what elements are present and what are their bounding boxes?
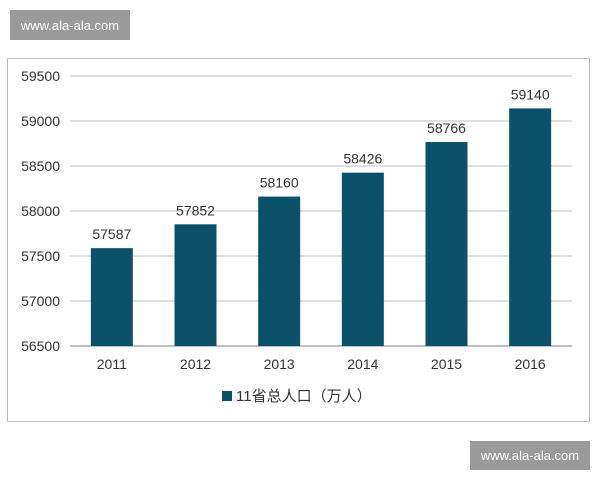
bar — [341, 172, 384, 346]
watermark-bottom: www.ala-ala.com — [470, 441, 590, 470]
y-tick-label: 57000 — [21, 293, 60, 309]
bar — [509, 108, 552, 347]
data-labels: 57587 57852 58160 58426 58766 59140 — [92, 86, 549, 242]
legend: 11省总人口（万人） — [222, 388, 372, 405]
y-tick-label: 59500 — [21, 68, 60, 84]
x-tick-label: 2015 — [431, 356, 462, 372]
y-tick-label: 58500 — [21, 158, 60, 174]
legend-label: 11省总人口（万人） — [236, 388, 372, 405]
bar — [90, 248, 133, 346]
x-tick-label: 2011 — [97, 356, 127, 372]
y-tick-label: 57500 — [21, 248, 60, 264]
bar — [174, 224, 217, 346]
x-tick-label: 2016 — [515, 356, 546, 372]
bars — [90, 108, 552, 347]
chart-frame — [7, 58, 590, 422]
gridlines — [70, 75, 572, 347]
data-label: 59140 — [511, 86, 550, 102]
bar — [258, 196, 301, 346]
y-axis-ticks: 56500 57000 57500 58000 58500 59000 59500 — [21, 68, 60, 354]
data-label: 57852 — [176, 202, 215, 218]
legend-swatch — [222, 391, 232, 401]
x-axis-ticks: 2011 2012 2013 2014 2015 2016 — [97, 356, 546, 372]
data-label: 57587 — [92, 226, 131, 242]
watermark-top: www.ala-ala.com — [10, 10, 130, 40]
y-tick-label: 56500 — [21, 338, 60, 354]
bar — [425, 142, 468, 346]
data-label: 58766 — [427, 120, 466, 136]
y-tick-label: 58000 — [21, 203, 60, 219]
x-tick-label: 2013 — [264, 356, 295, 372]
x-tick-label: 2012 — [180, 356, 211, 372]
data-label: 58160 — [260, 175, 299, 191]
y-tick-label: 59000 — [21, 113, 60, 129]
data-label: 58426 — [343, 151, 382, 167]
x-tick-label: 2014 — [347, 356, 378, 372]
